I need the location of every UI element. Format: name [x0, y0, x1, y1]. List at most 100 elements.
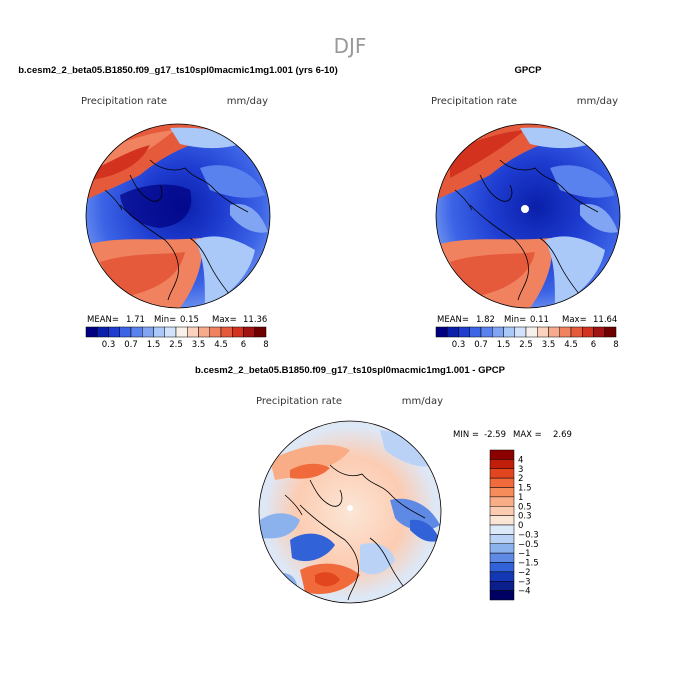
model-colorbar-box	[85, 326, 98, 338]
obs-colorbar-box	[604, 326, 617, 338]
model-units-label: mm/day	[227, 96, 268, 107]
obs-colorbar-box	[537, 326, 549, 338]
model-colorbar-box	[175, 326, 188, 338]
diff-colorbar-tick-label: 1.5	[518, 484, 532, 494]
model-colorbar-tick-label: 8	[263, 340, 268, 350]
model-map-border	[85, 123, 271, 309]
diff-colorbar-tick-label: 4	[518, 455, 523, 465]
diff-colorbar-box	[489, 496, 515, 507]
obs-colorbar-tick-label: 6	[591, 340, 596, 350]
obs-colorbar-box	[559, 326, 572, 338]
obs-max-value: 11.64	[593, 315, 617, 325]
model-colorbar-box	[198, 326, 210, 338]
obs-variable-label: Precipitation rate	[431, 96, 517, 107]
obs-min-label: Min=	[504, 315, 526, 325]
model-colorbar-tick-label: 3.5	[192, 340, 206, 350]
diff-colorbar-box	[489, 515, 515, 526]
diff-colorbar-tick-label: −0.5	[518, 540, 539, 550]
model-max-value: 11.36	[243, 315, 267, 325]
model-colorbar-tick-label: 1.5	[147, 340, 161, 350]
obs-colorbar-box	[492, 326, 504, 338]
diff-precip-map	[259, 421, 441, 603]
diff-map-border	[258, 420, 442, 604]
model-arctic-dry	[120, 184, 192, 228]
diff-variable-label: Precipitation rate	[256, 396, 342, 407]
obs-colorbar-tick-label: 4.5	[564, 340, 578, 350]
diff-colorbar-tick-label: −2	[518, 568, 531, 578]
diff-coastlines	[284, 464, 426, 601]
obs-min-value: 0.11	[530, 315, 549, 325]
model-colorbar-tick-label: 6	[241, 340, 246, 350]
model-max-label: Max=	[212, 315, 237, 325]
obs-panel: GPCP Precipitation rate mm/day MEAN= 1.	[431, 65, 621, 350]
diff-colorbar-tick-label: 0.3	[518, 512, 532, 522]
obs-colorbar-tick-label: 0.3	[452, 340, 466, 350]
diff-colorbar-tick-label: 2	[518, 474, 523, 484]
model-colorbar-box	[187, 326, 199, 338]
diff-colorbar-tick-label: 1	[518, 493, 523, 503]
diff-colorbar-box	[489, 506, 515, 516]
obs-precip-map	[436, 124, 620, 308]
obs-colorbar-tick-label: 0.7	[474, 340, 488, 350]
diff-colorbar-tick-label: −1.5	[518, 559, 539, 569]
model-colorbar-box	[119, 326, 132, 338]
obs-pole-hole	[521, 205, 529, 213]
obs-colorbar-box	[582, 326, 594, 338]
model-colorbar-box	[232, 326, 244, 338]
diff-min-value: -2.59	[484, 430, 506, 440]
model-coastlines	[104, 159, 249, 301]
diff-map-title: b.cesm2_2_beta05.B1850.f09_g17_ts10spl0m…	[195, 365, 506, 376]
model-colorbar-box	[153, 326, 165, 338]
obs-colorbar-box	[514, 326, 527, 338]
obs-colorbar-box	[469, 326, 482, 338]
model-variable-label: Precipitation rate	[81, 96, 167, 107]
diff-colorbar-tick-label: 0	[518, 521, 523, 531]
diff-colorbar-box	[489, 534, 515, 544]
obs-mean-value: 1.82	[476, 315, 495, 325]
diff-units-label: mm/day	[402, 396, 443, 407]
model-min-label: Min=	[154, 315, 176, 325]
diff-colorbar-tick-label: 3	[518, 465, 523, 475]
diff-colorbar-box	[489, 581, 515, 591]
diff-colorbar-box	[489, 477, 515, 488]
model-colorbar-box	[97, 326, 109, 338]
obs-colorbar-tick-label: 2.5	[519, 340, 533, 350]
obs-units-label: mm/day	[577, 96, 618, 107]
model-colorbar-tick-label: 0.3	[102, 340, 116, 350]
diff-colorbar-tick-label: −3	[518, 577, 531, 587]
diff-colorbar-box	[489, 552, 515, 563]
obs-colorbar-box	[548, 326, 560, 338]
model-colorbar: 0.3 0.7 1.5 2.5 3.5 4.5 6 8	[85, 326, 269, 350]
obs-colorbar-box	[480, 326, 493, 338]
diff-colorbar-box	[489, 543, 515, 554]
obs-colorbar-tick-label: 1.5	[497, 340, 511, 350]
model-colorbar-box	[254, 326, 267, 338]
diff-colorbar-tick-label: −4	[518, 587, 531, 597]
obs-colorbar-box	[435, 326, 448, 338]
diff-colorbar-box	[489, 562, 515, 573]
model-colorbar-box	[108, 326, 120, 338]
diff-colorbar-box	[489, 590, 515, 601]
diff-min-label: MIN =	[453, 430, 479, 440]
obs-colorbar-box	[525, 326, 538, 338]
diff-colorbar-box	[489, 449, 515, 460]
diff-colorbar-box	[489, 459, 515, 469]
diff-pole-hole	[347, 505, 353, 511]
obs-colorbar-box	[593, 326, 605, 338]
model-map-title: b.cesm2_2_beta05.B1850.f09_g17_ts10spl0m…	[18, 65, 338, 76]
obs-colorbar: 0.3 0.7 1.5 2.5 3.5 4.5 6 8	[435, 326, 619, 350]
model-panel: b.cesm2_2_beta05.B1850.f09_g17_ts10spl0m…	[18, 65, 338, 350]
model-colorbar-tick-label: 4.5	[214, 340, 228, 350]
obs-colorbar-tick-label: 3.5	[542, 340, 556, 350]
obs-colorbar-box	[458, 326, 470, 338]
diff-colorbar-box	[489, 524, 515, 535]
obs-max-label: Max=	[562, 315, 587, 325]
model-mean-label: MEAN=	[87, 315, 119, 325]
model-colorbar-box	[220, 326, 233, 338]
diff-colorbar-tick-label: 0.5	[518, 502, 532, 512]
model-colorbar-box	[243, 326, 255, 338]
model-colorbar-box	[142, 326, 154, 338]
obs-colorbar-box	[503, 326, 515, 338]
